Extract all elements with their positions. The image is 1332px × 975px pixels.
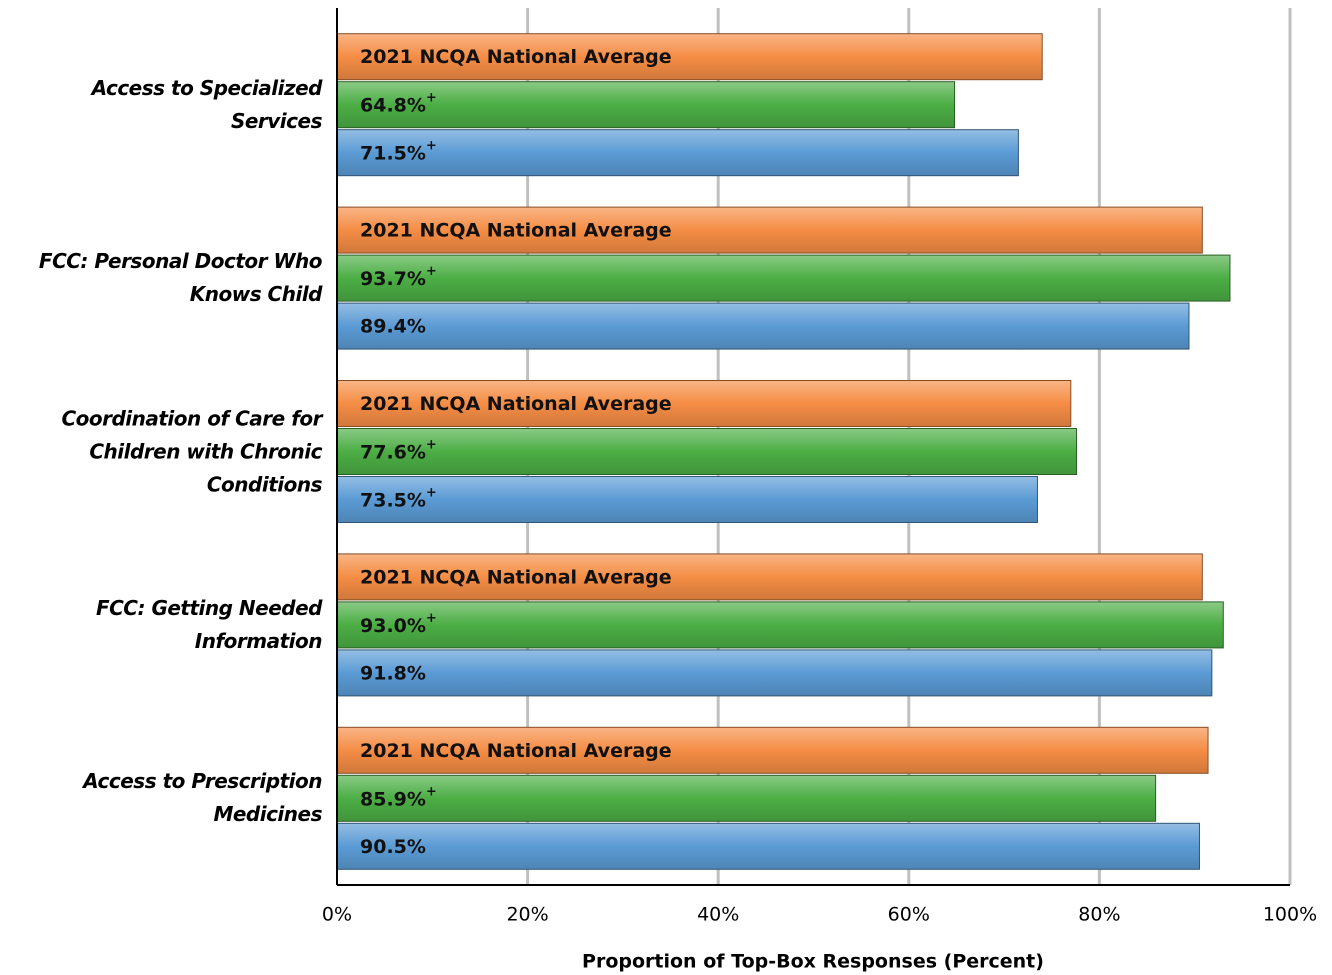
bar-label: 73.5%+ xyxy=(360,485,437,511)
bar-label: 85.9%+ xyxy=(360,784,437,810)
x-tick-label: 0% xyxy=(322,904,352,926)
bar-label: 2021 NCQA National Average xyxy=(360,46,672,68)
y-tick-label: Coordination of Care for Children with C… xyxy=(61,406,322,496)
bar-label: 77.6%+ xyxy=(360,437,437,463)
x-axis-title: Proportion of Top-Box Responses (Percent… xyxy=(582,951,1044,973)
bar-label: 89.4% xyxy=(360,316,426,338)
bar xyxy=(336,302,1190,350)
x-tick-label: 20% xyxy=(506,904,548,926)
bar xyxy=(336,428,1078,475)
x-tick-label: 80% xyxy=(1078,904,1120,926)
bar-label: 93.0%+ xyxy=(360,610,437,636)
bar xyxy=(336,254,1231,302)
x-tick-label: 40% xyxy=(697,904,739,926)
y-tick-label: Access to Prescription Medicines xyxy=(83,769,322,827)
bar xyxy=(336,822,1200,870)
x-tick-label: 60% xyxy=(888,904,930,926)
bar-label: 71.5%+ xyxy=(360,138,437,164)
bar xyxy=(336,553,1203,601)
bar xyxy=(336,476,1038,523)
bar xyxy=(336,206,1203,254)
bar-label: 2021 NCQA National Average xyxy=(360,393,672,415)
bar xyxy=(336,81,956,129)
bar-label: 2021 NCQA National Average xyxy=(360,566,672,588)
bar-label: 2021 NCQA National Average xyxy=(360,740,672,762)
bar-label: 93.7%+ xyxy=(360,264,437,290)
y-tick-label: Access to Specialized Services xyxy=(91,75,323,133)
x-tick-label: 100% xyxy=(1263,904,1317,926)
bar xyxy=(336,649,1213,697)
bar-label: 64.8%+ xyxy=(360,90,437,116)
bar xyxy=(336,33,1043,81)
bar xyxy=(336,601,1224,649)
y-tick-label: FCC: Personal Doctor Who Knows Child xyxy=(38,249,323,307)
bar-label: 90.5% xyxy=(360,836,426,858)
y-tick-label: FCC: Getting Needed Information xyxy=(95,595,323,653)
bar xyxy=(336,129,1019,177)
bar-label: 91.8% xyxy=(360,662,426,684)
bar xyxy=(336,726,1209,774)
bar-label: 2021 NCQA National Average xyxy=(360,220,672,242)
bar xyxy=(336,774,1157,822)
bar xyxy=(336,380,1072,427)
